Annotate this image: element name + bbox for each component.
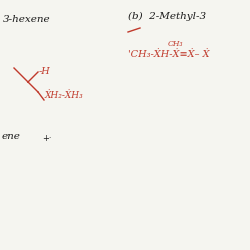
Text: ene: ene — [2, 132, 21, 141]
Text: +·: +· — [42, 134, 51, 143]
Text: 'CH₃-ẊH-Ẋ≡Ẋ– Ẋ: 'CH₃-ẊH-Ẋ≡Ẋ– Ẋ — [128, 50, 210, 59]
Text: ẊH₂-ẊH₃: ẊH₂-ẊH₃ — [45, 92, 84, 100]
Text: CH₃: CH₃ — [168, 40, 184, 48]
Text: (b)  2-Methyl-3: (b) 2-Methyl-3 — [128, 12, 206, 21]
Text: 3-hexene: 3-hexene — [3, 15, 50, 24]
Text: -H: -H — [39, 66, 51, 76]
